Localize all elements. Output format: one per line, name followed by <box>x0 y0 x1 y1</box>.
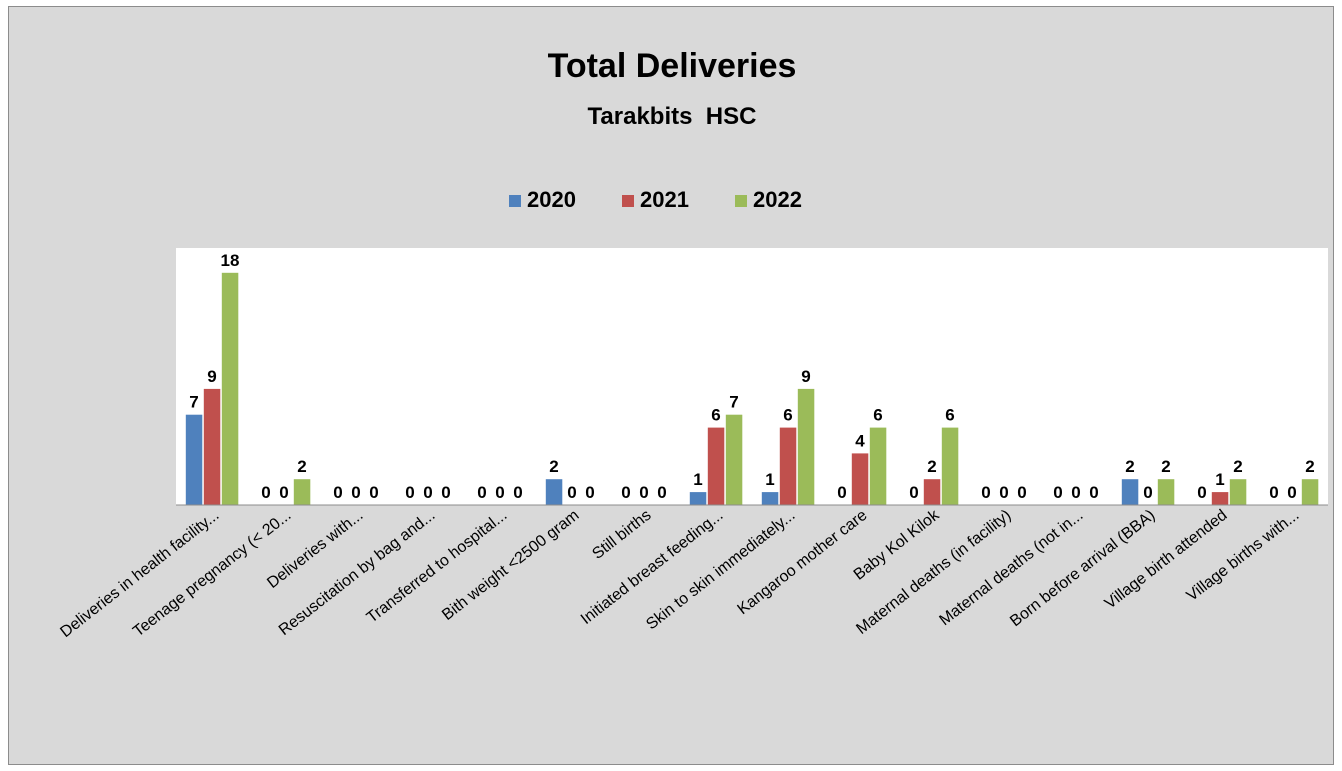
data-label-2022-3: 0 <box>441 483 450 502</box>
data-label-2020-15: 0 <box>1269 483 1278 502</box>
bar-2022-1 <box>293 479 311 505</box>
bar-2022-0 <box>221 272 239 505</box>
data-label-2022-13: 2 <box>1161 457 1170 476</box>
data-label-2020-14: 0 <box>1197 483 1206 502</box>
category-label-6: Still births <box>589 507 654 563</box>
bar-2022-7 <box>725 414 743 505</box>
legend-swatch-2021 <box>622 195 634 207</box>
category-label-7: Initiated breast feeding... <box>578 507 727 628</box>
data-label-2020-9: 0 <box>837 483 846 502</box>
category-label-4: Transferred to hospital... <box>364 507 511 627</box>
data-label-2022-4: 0 <box>513 483 522 502</box>
bar-2021-7 <box>707 427 725 505</box>
bar-2021-10 <box>923 479 941 505</box>
legend-label-2020: 2020 <box>527 187 576 212</box>
bar-2022-8 <box>797 388 815 505</box>
data-label-2022-11: 0 <box>1017 483 1026 502</box>
category-label-13: Born before arrival (BBA) <box>1007 507 1158 630</box>
bar-2021-8 <box>779 427 797 505</box>
data-label-2021-9: 4 <box>855 431 865 450</box>
data-label-2020-10: 0 <box>909 483 918 502</box>
chart-area: Total Deliveries Tarakbits HSC 2020 2021 2… <box>8 6 1334 765</box>
category-label-12: Maternal deaths (not in... <box>937 507 1087 629</box>
data-label-2022-9: 6 <box>873 406 882 425</box>
bar-2022-9 <box>869 427 887 505</box>
legend-swatch-2020 <box>509 195 521 207</box>
data-label-2021-6: 0 <box>639 483 648 502</box>
data-label-2020-8: 1 <box>765 470 774 489</box>
chart-title: Total Deliveries <box>548 47 797 85</box>
data-label-2020-5: 2 <box>549 457 558 476</box>
bar-2020-13 <box>1121 479 1139 505</box>
data-label-2022-1: 2 <box>297 457 306 476</box>
legend-label-2022: 2022 <box>753 187 802 212</box>
bar-2022-10 <box>941 427 959 505</box>
data-label-2022-12: 0 <box>1089 483 1098 502</box>
data-label-2021-14: 1 <box>1215 470 1224 489</box>
data-label-2020-4: 0 <box>477 483 486 502</box>
data-label-2021-3: 0 <box>423 483 432 502</box>
data-label-2020-12: 0 <box>1053 483 1062 502</box>
data-label-2022-2: 0 <box>369 483 378 502</box>
data-label-2022-0: 18 <box>221 251 240 270</box>
data-label-2022-10: 6 <box>945 406 954 425</box>
data-label-2021-1: 0 <box>279 483 288 502</box>
category-label-5: Bith weight <2500 gram <box>439 507 582 624</box>
data-label-2020-11: 0 <box>981 483 990 502</box>
data-label-2021-8: 6 <box>783 406 792 425</box>
legend-swatch-2022 <box>735 195 747 207</box>
bar-2021-14 <box>1211 492 1229 505</box>
category-label-9: Kangaroo mother care <box>735 507 871 618</box>
bar-2022-13 <box>1157 479 1175 505</box>
bar-2021-0 <box>203 388 221 505</box>
data-label-2022-7: 7 <box>729 393 738 412</box>
category-labels-group: Deliveries in health facility...Teenage … <box>57 506 1302 641</box>
bar-2021-9 <box>851 453 869 505</box>
bars-group <box>185 272 1319 505</box>
legend: 2020 2021 2022 <box>509 187 802 212</box>
data-label-2021-11: 0 <box>999 483 1008 502</box>
data-label-2021-0: 9 <box>207 367 216 386</box>
chart-subtitle: Tarakbits HSC <box>588 103 757 130</box>
data-label-2020-6: 0 <box>621 483 630 502</box>
data-label-2021-12: 0 <box>1071 483 1080 502</box>
data-label-2021-13: 0 <box>1143 483 1152 502</box>
data-label-2020-0: 7 <box>189 393 198 412</box>
bar-2020-7 <box>689 492 707 505</box>
category-label-14: Village birth attended <box>1102 507 1231 613</box>
bar-2020-0 <box>185 414 203 505</box>
data-label-2022-8: 9 <box>801 367 810 386</box>
legend-label-2021: 2021 <box>640 187 689 212</box>
data-label-2021-15: 0 <box>1287 483 1296 502</box>
data-label-2021-10: 2 <box>927 457 936 476</box>
data-label-2022-14: 2 <box>1233 457 1242 476</box>
data-label-2021-5: 0 <box>567 483 576 502</box>
data-label-2022-15: 2 <box>1305 457 1314 476</box>
bar-2022-15 <box>1301 479 1319 505</box>
data-label-2020-1: 0 <box>261 483 270 502</box>
bar-chart: Total Deliveries Tarakbits HSC 2020 2021 2… <box>57 47 1328 641</box>
data-label-2020-13: 2 <box>1125 457 1134 476</box>
category-label-8: Skin to skin immediately... <box>643 507 798 634</box>
plot-area <box>176 248 1328 505</box>
data-label-2021-2: 0 <box>351 483 360 502</box>
data-label-2020-3: 0 <box>405 483 414 502</box>
data-label-2021-7: 6 <box>711 406 720 425</box>
data-label-2020-2: 0 <box>333 483 342 502</box>
bar-2020-8 <box>761 492 779 505</box>
data-label-2020-7: 1 <box>693 470 702 489</box>
data-label-2021-4: 0 <box>495 483 504 502</box>
bar-2020-5 <box>545 479 563 505</box>
data-label-2022-5: 0 <box>585 483 594 502</box>
data-label-2022-6: 0 <box>657 483 666 502</box>
bar-2022-14 <box>1229 479 1247 505</box>
